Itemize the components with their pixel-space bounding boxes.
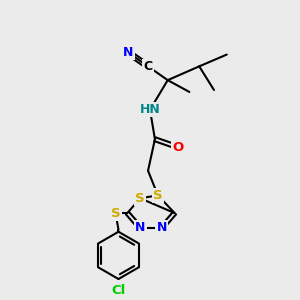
Text: N: N [135, 221, 145, 234]
Text: N: N [123, 46, 134, 59]
Text: C: C [143, 60, 153, 73]
Text: HN: HN [140, 103, 160, 116]
Text: O: O [172, 141, 183, 154]
Text: S: S [153, 189, 163, 202]
Text: S: S [135, 192, 145, 205]
Text: S: S [111, 207, 120, 220]
Text: Cl: Cl [111, 284, 126, 297]
Text: N: N [157, 221, 167, 234]
